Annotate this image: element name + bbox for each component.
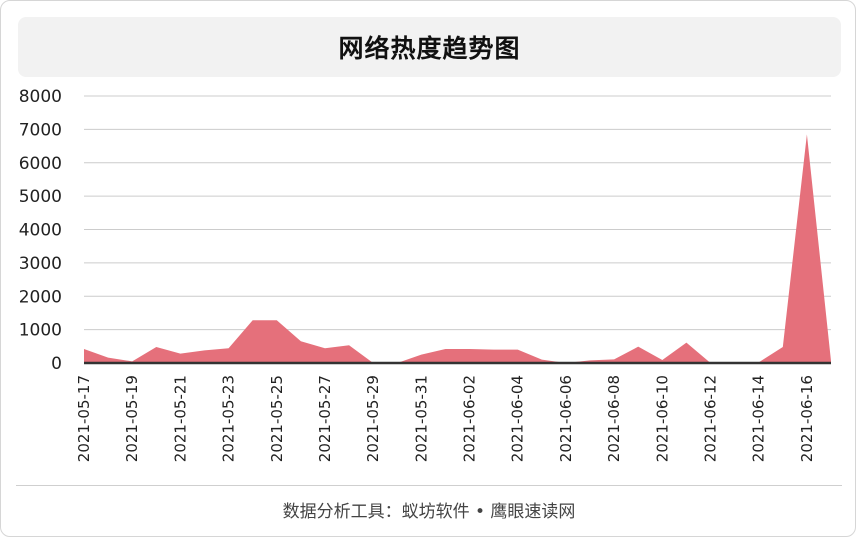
x-tick-label: 2021-06-06 [557, 375, 575, 462]
title-bar: 网络热度趋势图 [18, 17, 841, 77]
x-tick-label: 2021-05-27 [316, 375, 334, 462]
x-tick-label: 2021-05-25 [268, 375, 286, 462]
chart-area: 0 1000 2000 3000 4000 5000 6000 7000 8000 2021-0… [19, 87, 831, 462]
y-tick-label: 2000 [19, 287, 62, 307]
y-tick-label: 0 [51, 354, 62, 374]
series-area [84, 134, 831, 365]
x-tick-label: 2021-05-23 [220, 375, 238, 462]
x-tick-label: 2021-06-08 [605, 375, 623, 462]
x-tick-label: 2021-05-19 [123, 375, 141, 462]
y-tick-label: 3000 [19, 254, 62, 274]
footer-credit: 数据分析工具：蚁坊软件 • 鹰眼速读网 [282, 502, 576, 522]
x-tick-label: 2021-05-17 [75, 375, 93, 462]
x-tick-label: 2021-06-12 [702, 375, 720, 462]
footer-divider [16, 485, 842, 486]
y-tick-label: 6000 [19, 154, 62, 174]
x-tick-label: 2021-05-21 [171, 375, 189, 462]
y-axis-ticks: 0 1000 2000 3000 4000 5000 6000 7000 8000 [19, 87, 62, 374]
grid-lines [84, 95, 831, 331]
y-tick-label: 7000 [19, 120, 62, 140]
series-area-path [84, 134, 831, 363]
y-tick-label: 1000 [19, 321, 62, 341]
x-axis-ticks: 2021-05-17 2021-05-19 2021-05-21 2021-05-23… [75, 375, 816, 462]
x-tick-label: 2021-06-10 [653, 375, 671, 462]
x-tick-label: 2021-05-29 [364, 375, 382, 462]
y-tick-label: 5000 [19, 187, 62, 207]
x-tick-label: 2021-05-31 [412, 375, 430, 462]
chart-title: 网络热度趋势图 [338, 34, 521, 63]
x-tick-label: 2021-06-04 [509, 375, 527, 462]
y-tick-label: 4000 [19, 221, 62, 241]
x-tick-label: 2021-06-14 [750, 375, 768, 462]
x-tick-label: 2021-06-02 [461, 375, 479, 462]
x-tick-label: 2021-06-16 [798, 375, 816, 462]
y-tick-label: 8000 [19, 87, 62, 107]
